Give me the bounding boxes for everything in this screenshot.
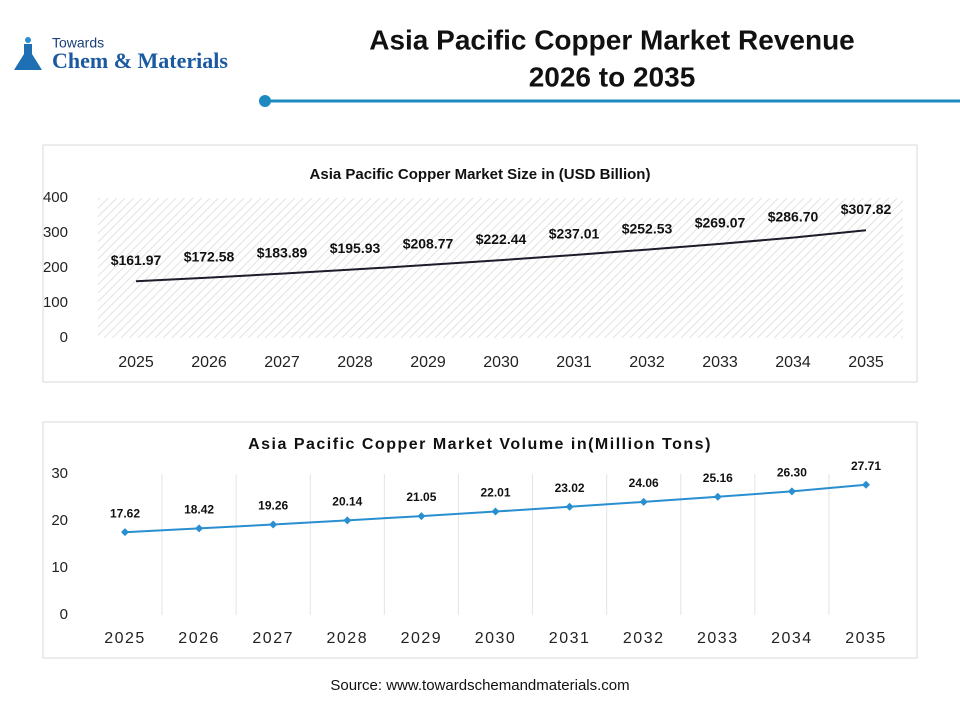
chart-title: Asia Pacific Copper Market Volume in(Mil… <box>248 436 712 453</box>
value-label: $183.89 <box>257 244 308 260</box>
y-tick-label: 20 <box>51 512 68 529</box>
value-label: $208.77 <box>403 236 454 252</box>
x-tick-label: 2035 <box>845 630 887 647</box>
y-tick-label: 10 <box>51 559 68 576</box>
value-label: 24.06 <box>629 476 659 490</box>
header-dot <box>259 95 271 107</box>
y-tick-label: 30 <box>51 465 68 482</box>
x-tick-label: 2032 <box>629 354 665 371</box>
data-point <box>862 480 870 489</box>
x-tick-label: 2029 <box>410 354 446 371</box>
value-label: 21.05 <box>406 490 436 504</box>
data-point <box>639 497 648 506</box>
y-tick-label: 100 <box>43 294 68 311</box>
logo-small: Towards <box>52 35 104 51</box>
data-point <box>195 524 204 533</box>
x-tick-label: 2034 <box>771 630 813 647</box>
x-tick-label: 2030 <box>483 354 519 371</box>
value-label: 19.26 <box>258 499 288 513</box>
data-point <box>565 502 574 511</box>
value-label: $237.01 <box>549 226 600 242</box>
data-point <box>121 528 129 537</box>
x-tick-label: 2025 <box>104 630 146 647</box>
y-tick-label: 400 <box>43 189 68 206</box>
value-label: $161.97 <box>111 252 162 268</box>
chart-frame <box>42 421 918 659</box>
x-tick-label: 2029 <box>401 630 443 647</box>
value-label: 17.62 <box>110 506 140 520</box>
value-label: 26.30 <box>777 466 807 480</box>
x-tick-label: 2031 <box>556 354 592 371</box>
page-title: 2026 to 2035 <box>529 61 696 92</box>
value-label: 22.01 <box>480 486 510 500</box>
value-label: $222.44 <box>476 231 527 247</box>
x-tick-label: 2031 <box>549 630 591 647</box>
logo-large: Chem & Materials <box>52 48 228 73</box>
value-label: $269.07 <box>695 215 746 231</box>
value-label: $172.58 <box>184 248 235 264</box>
x-tick-label: 2025 <box>118 354 154 371</box>
data-line <box>135 229 867 283</box>
data-point <box>269 520 278 529</box>
x-tick-label: 2032 <box>623 630 665 647</box>
value-label: 20.14 <box>332 495 362 509</box>
value-label: $307.82 <box>841 201 892 217</box>
logo: Towards Chem & Materials <box>14 35 228 73</box>
y-tick-label: 0 <box>60 606 68 623</box>
plot-background <box>98 198 903 338</box>
x-tick-label: 2033 <box>697 630 739 647</box>
x-tick-label: 2033 <box>702 354 738 371</box>
value-label: 27.71 <box>851 459 881 473</box>
value-label: 25.16 <box>703 471 733 485</box>
value-label: $252.53 <box>622 220 673 236</box>
page-title: Asia Pacific Copper Market Revenue <box>369 24 855 55</box>
data-point <box>417 512 426 521</box>
x-tick-label: 2035 <box>848 354 884 371</box>
x-tick-label: 2026 <box>178 630 220 647</box>
y-tick-label: 0 <box>60 329 68 346</box>
value-label: 18.42 <box>184 503 214 517</box>
data-point <box>713 492 722 501</box>
x-tick-label: 2026 <box>191 354 227 371</box>
x-tick-label: 2030 <box>475 630 517 647</box>
x-tick-label: 2028 <box>337 354 373 371</box>
logo-icon <box>14 44 42 70</box>
source: Source: www.towardschemandmaterials.com <box>330 677 629 694</box>
x-tick-label: 2028 <box>327 630 369 647</box>
value-label: 23.02 <box>555 481 585 495</box>
value-label: $286.70 <box>768 208 819 224</box>
data-point <box>787 487 796 496</box>
data-point <box>343 516 352 525</box>
y-tick-label: 300 <box>43 224 68 241</box>
x-tick-label: 2027 <box>252 630 294 647</box>
x-tick-label: 2027 <box>264 354 300 371</box>
value-label: $195.93 <box>330 240 381 256</box>
data-point <box>491 507 500 516</box>
x-tick-label: 2034 <box>775 354 811 371</box>
chart-title: Asia Pacific Copper Market Size in (USD … <box>310 166 651 183</box>
y-tick-label: 200 <box>43 259 68 276</box>
